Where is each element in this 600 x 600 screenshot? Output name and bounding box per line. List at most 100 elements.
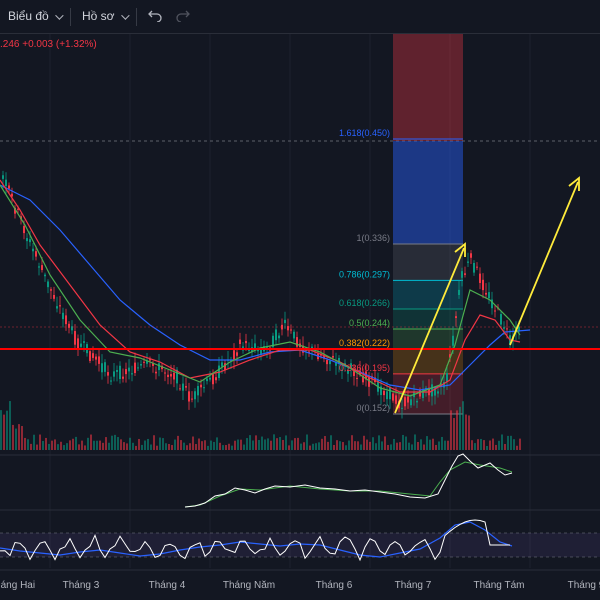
fib-level-label: 0(0.152) bbox=[356, 403, 390, 413]
volume-bar bbox=[456, 410, 458, 450]
candle-body bbox=[182, 383, 184, 391]
volume-bar bbox=[213, 441, 215, 450]
volume-bar bbox=[63, 445, 65, 450]
volume-bar bbox=[81, 440, 83, 450]
volume-bar bbox=[90, 434, 92, 450]
candle-body bbox=[470, 253, 472, 258]
candle-body bbox=[209, 377, 211, 380]
volume-bar bbox=[405, 436, 407, 450]
volume-bar bbox=[342, 442, 344, 450]
volume-bar bbox=[249, 435, 251, 450]
undo-button[interactable] bbox=[148, 8, 162, 25]
volume-bar bbox=[123, 442, 125, 450]
candle-body bbox=[410, 399, 412, 406]
volume-bar bbox=[450, 410, 452, 450]
candle-body bbox=[164, 372, 166, 374]
volume-bar bbox=[357, 441, 359, 450]
volume-bar bbox=[303, 442, 305, 450]
volume-bar bbox=[42, 440, 44, 450]
projection-arrow-2-head bbox=[568, 176, 580, 191]
volume-bar bbox=[429, 439, 431, 450]
fib-level-label: 1(0.336) bbox=[356, 233, 390, 243]
volume-bar bbox=[426, 436, 428, 450]
candle-body bbox=[188, 391, 190, 402]
volume-bar bbox=[387, 444, 389, 450]
volume-bar bbox=[354, 441, 356, 450]
candle-body bbox=[434, 388, 436, 396]
volume-bar bbox=[141, 444, 143, 450]
candle-body bbox=[455, 316, 457, 319]
candle-body bbox=[101, 363, 103, 373]
volume-bar bbox=[435, 444, 437, 450]
volume-bar bbox=[45, 437, 47, 450]
fib-band bbox=[393, 308, 463, 329]
candle-body bbox=[458, 289, 460, 296]
candle-body bbox=[38, 266, 40, 268]
candle-body bbox=[494, 310, 496, 312]
candle-body bbox=[476, 266, 478, 268]
oscillator-1-signal bbox=[184, 461, 513, 508]
volume-bar bbox=[507, 435, 509, 450]
profile-menu-button[interactable]: Hồ sơ bbox=[82, 9, 130, 23]
volume-bar bbox=[69, 440, 71, 450]
candle-body bbox=[482, 279, 484, 291]
redo-icon bbox=[176, 10, 190, 23]
fib-level-label: 0.618(0.266) bbox=[339, 298, 390, 308]
volume-bar bbox=[9, 401, 11, 450]
volume-bar bbox=[276, 438, 278, 450]
candle-body bbox=[293, 331, 295, 339]
volume-bar bbox=[333, 444, 335, 450]
volume-bar bbox=[351, 435, 353, 450]
candle-body bbox=[239, 339, 241, 345]
candle-body bbox=[89, 351, 91, 361]
volume-bar bbox=[93, 440, 95, 450]
volume-bar bbox=[3, 414, 5, 450]
candle-body bbox=[185, 386, 187, 388]
volume-bar bbox=[222, 445, 224, 450]
projection-arrow-1-head bbox=[454, 242, 466, 257]
candle-body bbox=[224, 363, 226, 371]
candle-body bbox=[161, 365, 163, 370]
fib-level-label: 0.236(0.195) bbox=[339, 363, 390, 373]
volume-bar bbox=[348, 440, 350, 450]
candle-body bbox=[74, 331, 76, 345]
volume-bar bbox=[105, 437, 107, 450]
oscillator-1-line bbox=[184, 453, 513, 508]
candle-body bbox=[392, 393, 394, 401]
candle-body bbox=[179, 388, 181, 390]
volume-bar bbox=[75, 436, 77, 450]
volume-bar bbox=[297, 437, 299, 450]
volume-bar bbox=[243, 444, 245, 450]
volume-bar bbox=[390, 444, 392, 450]
chart-menu-button[interactable]: Biểu đồ bbox=[8, 9, 64, 23]
candle-body bbox=[464, 273, 466, 275]
redo-button[interactable] bbox=[176, 8, 190, 25]
candle-body bbox=[176, 369, 178, 384]
volume-bar bbox=[438, 441, 440, 450]
chevron-down-icon bbox=[120, 11, 130, 20]
volume-bar bbox=[108, 442, 110, 450]
volume-bar bbox=[375, 443, 377, 450]
candle-body bbox=[167, 374, 169, 378]
candle-body bbox=[128, 367, 130, 372]
candle-body bbox=[266, 347, 268, 349]
candle-body bbox=[383, 390, 385, 396]
volume-bar bbox=[336, 440, 338, 450]
volume-bar bbox=[294, 438, 296, 450]
volume-bar bbox=[198, 438, 200, 450]
volume-bars bbox=[0, 401, 521, 450]
candle-body bbox=[32, 248, 34, 252]
candle-body bbox=[353, 371, 355, 376]
legend-values: .246 +0.003 (+1.32%) bbox=[0, 39, 97, 50]
candle-body bbox=[146, 360, 148, 364]
volume-bar bbox=[60, 441, 62, 450]
candle-body bbox=[290, 329, 292, 331]
volume-bar bbox=[228, 443, 230, 450]
volume-bar bbox=[33, 434, 35, 450]
volume-bar bbox=[258, 440, 260, 450]
candle-body bbox=[416, 400, 418, 403]
candle-body bbox=[203, 387, 205, 389]
price-chart[interactable]: 0(0.152) 0.236(0.195) 0.382(0.222) 0.5(0.24… bbox=[0, 34, 600, 600]
volume-bar bbox=[327, 441, 329, 450]
candle-body bbox=[284, 319, 286, 324]
